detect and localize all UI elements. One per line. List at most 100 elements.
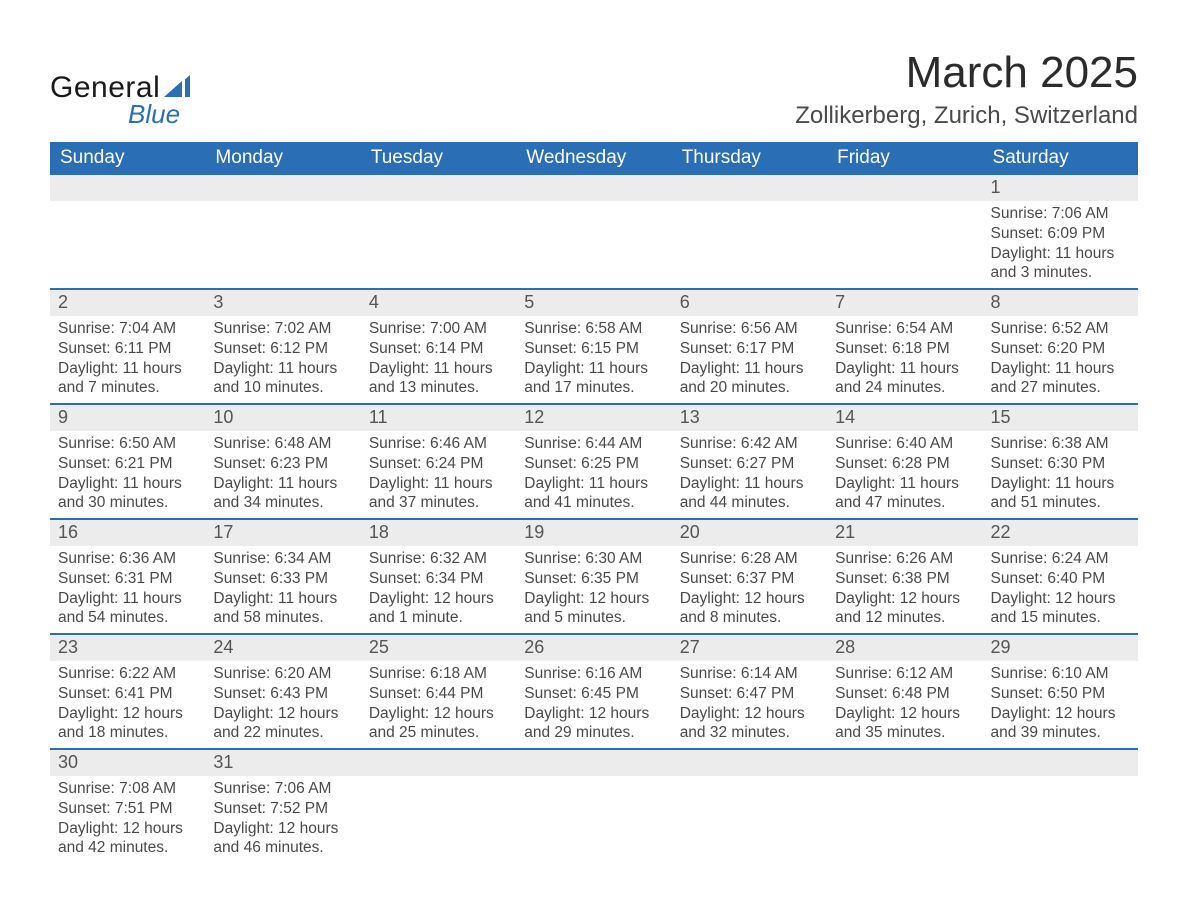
calendar-cell: 19Sunrise: 6:30 AMSunset: 6:35 PMDayligh…	[516, 519, 671, 634]
day-number: 8	[983, 290, 1138, 316]
sunrise-line: Sunrise: 6:46 AM	[369, 434, 508, 454]
sunset-line: Sunset: 6:43 PM	[213, 684, 352, 704]
sunset-line: Sunset: 6:09 PM	[991, 224, 1130, 244]
daylight-line: Daylight: 11 hours and 51 minutes.	[991, 474, 1130, 514]
daylight-line: Daylight: 12 hours and 5 minutes.	[524, 589, 663, 629]
daylight-line: Daylight: 12 hours and 32 minutes.	[680, 704, 819, 744]
day-details	[983, 776, 1138, 848]
daylight-line: Daylight: 11 hours and 3 minutes.	[991, 244, 1130, 284]
daylight-line: Daylight: 11 hours and 20 minutes.	[680, 359, 819, 399]
day-details: Sunrise: 6:26 AMSunset: 6:38 PMDaylight:…	[827, 546, 982, 633]
daylight-line: Daylight: 12 hours and 8 minutes.	[680, 589, 819, 629]
day-details	[516, 201, 671, 273]
day-number: 19	[516, 520, 671, 546]
sunrise-line: Sunrise: 7:00 AM	[369, 319, 508, 339]
sunset-line: Sunset: 6:41 PM	[58, 684, 197, 704]
sunrise-line: Sunrise: 6:50 AM	[58, 434, 197, 454]
sunrise-line: Sunrise: 6:32 AM	[369, 549, 508, 569]
calendar-cell: 28Sunrise: 6:12 AMSunset: 6:48 PMDayligh…	[827, 634, 982, 749]
sunset-line: Sunset: 6:47 PM	[680, 684, 819, 704]
day-number	[516, 175, 671, 201]
calendar-cell: 3Sunrise: 7:02 AMSunset: 6:12 PMDaylight…	[205, 289, 360, 404]
daylight-line: Daylight: 11 hours and 41 minutes.	[524, 474, 663, 514]
day-number: 16	[50, 520, 205, 546]
day-header: Friday	[827, 142, 982, 175]
sunrise-line: Sunrise: 6:16 AM	[524, 664, 663, 684]
sunset-line: Sunset: 6:24 PM	[369, 454, 508, 474]
day-details: Sunrise: 6:34 AMSunset: 6:33 PMDaylight:…	[205, 546, 360, 633]
calendar-cell	[672, 749, 827, 863]
sunset-line: Sunset: 6:38 PM	[835, 569, 974, 589]
sunset-line: Sunset: 6:48 PM	[835, 684, 974, 704]
day-details	[361, 201, 516, 273]
day-details: Sunrise: 7:02 AMSunset: 6:12 PMDaylight:…	[205, 316, 360, 403]
day-number	[983, 750, 1138, 776]
brand-blue: Blue	[128, 99, 190, 130]
day-number	[361, 175, 516, 201]
day-details: Sunrise: 6:24 AMSunset: 6:40 PMDaylight:…	[983, 546, 1138, 633]
sunset-line: Sunset: 6:37 PM	[680, 569, 819, 589]
daylight-line: Daylight: 11 hours and 47 minutes.	[835, 474, 974, 514]
calendar-week: 16Sunrise: 6:36 AMSunset: 6:31 PMDayligh…	[50, 519, 1138, 634]
sunrise-line: Sunrise: 6:44 AM	[524, 434, 663, 454]
sunrise-line: Sunrise: 6:36 AM	[58, 549, 197, 569]
sunrise-line: Sunrise: 6:22 AM	[58, 664, 197, 684]
sunrise-line: Sunrise: 6:30 AM	[524, 549, 663, 569]
calendar-cell	[361, 749, 516, 863]
sunset-line: Sunset: 6:33 PM	[213, 569, 352, 589]
sunrise-line: Sunrise: 6:40 AM	[835, 434, 974, 454]
day-number	[361, 750, 516, 776]
day-details	[827, 776, 982, 848]
daylight-line: Daylight: 12 hours and 42 minutes.	[58, 819, 197, 859]
daylight-line: Daylight: 11 hours and 34 minutes.	[213, 474, 352, 514]
day-number: 11	[361, 405, 516, 431]
calendar-cell: 4Sunrise: 7:00 AMSunset: 6:14 PMDaylight…	[361, 289, 516, 404]
day-number	[827, 750, 982, 776]
calendar-cell: 17Sunrise: 6:34 AMSunset: 6:33 PMDayligh…	[205, 519, 360, 634]
daylight-line: Daylight: 12 hours and 39 minutes.	[991, 704, 1130, 744]
calendar-cell	[827, 175, 982, 289]
day-header: Saturday	[983, 142, 1138, 175]
calendar-week: 9Sunrise: 6:50 AMSunset: 6:21 PMDaylight…	[50, 404, 1138, 519]
sunset-line: Sunset: 6:17 PM	[680, 339, 819, 359]
day-number: 15	[983, 405, 1138, 431]
daylight-line: Daylight: 12 hours and 29 minutes.	[524, 704, 663, 744]
day-header: Tuesday	[361, 142, 516, 175]
calendar-cell: 7Sunrise: 6:54 AMSunset: 6:18 PMDaylight…	[827, 289, 982, 404]
calendar-cell	[361, 175, 516, 289]
day-details	[672, 776, 827, 848]
calendar-cell: 11 Sunrise: 6:46 AMSunset: 6:24 PMDayligh…	[361, 404, 516, 519]
day-header: Monday	[205, 142, 360, 175]
daylight-line: Daylight: 12 hours and 25 minutes.	[369, 704, 508, 744]
sunset-line: Sunset: 6:31 PM	[58, 569, 197, 589]
day-details: Sunrise: 6:30 AMSunset: 6:35 PMDaylight:…	[516, 546, 671, 633]
day-details: Sunrise: 7:06 AMSunset: 6:09 PMDaylight:…	[983, 201, 1138, 288]
sunrise-line: Sunrise: 7:04 AM	[58, 319, 197, 339]
sunrise-line: Sunrise: 7:06 AM	[991, 204, 1130, 224]
day-details: Sunrise: 6:38 AMSunset: 6:30 PMDaylight:…	[983, 431, 1138, 518]
day-number: 3	[205, 290, 360, 316]
day-details	[205, 201, 360, 273]
day-number	[827, 175, 982, 201]
sunset-line: Sunset: 6:44 PM	[369, 684, 508, 704]
day-number: 6	[672, 290, 827, 316]
sunset-line: Sunset: 6:12 PM	[213, 339, 352, 359]
day-details: Sunrise: 6:58 AMSunset: 6:15 PMDaylight:…	[516, 316, 671, 403]
sunrise-line: Sunrise: 6:20 AM	[213, 664, 352, 684]
sunrise-line: Sunrise: 6:18 AM	[369, 664, 508, 684]
day-number: 22	[983, 520, 1138, 546]
day-number: 9	[50, 405, 205, 431]
daylight-line: Daylight: 11 hours and 54 minutes.	[58, 589, 197, 629]
day-details: Sunrise: 6:36 AMSunset: 6:31 PMDaylight:…	[50, 546, 205, 633]
day-number: 7	[827, 290, 982, 316]
day-number	[205, 175, 360, 201]
calendar-cell	[672, 175, 827, 289]
sunrise-line: Sunrise: 7:08 AM	[58, 779, 197, 799]
sunrise-line: Sunrise: 6:28 AM	[680, 549, 819, 569]
daylight-line: Daylight: 11 hours and 30 minutes.	[58, 474, 197, 514]
day-number: 31	[205, 750, 360, 776]
calendar-cell: 26Sunrise: 6:16 AMSunset: 6:45 PMDayligh…	[516, 634, 671, 749]
daylight-line: Daylight: 11 hours and 37 minutes.	[369, 474, 508, 514]
daylight-line: Daylight: 11 hours and 58 minutes.	[213, 589, 352, 629]
day-details	[516, 776, 671, 848]
